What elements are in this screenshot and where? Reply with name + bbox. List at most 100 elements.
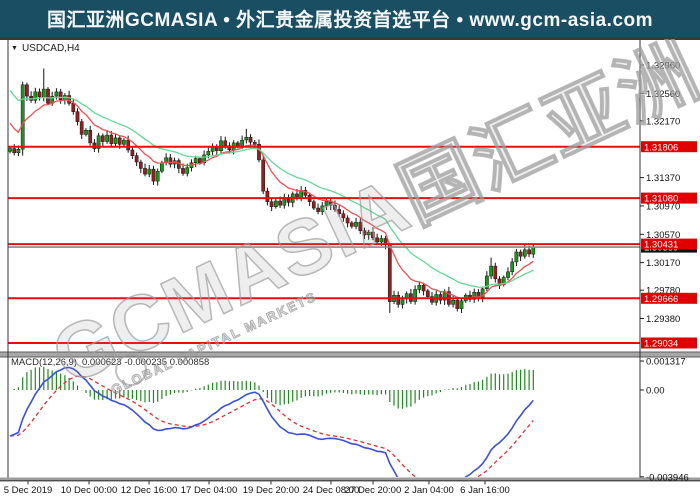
candle-body — [96, 135, 101, 149]
candle-body — [134, 155, 139, 163]
macd-signal-line — [9, 375, 534, 477]
candle-body — [257, 144, 261, 161]
price-axis-label: 1.29380 — [646, 314, 680, 325]
level-price-label: 1.29034 — [644, 339, 678, 350]
price-axis-label: 1.30970 — [646, 201, 680, 212]
candle-body — [79, 121, 84, 135]
level-price-label-bg — [641, 141, 697, 153]
price-axis-label: 1.30170 — [646, 258, 680, 269]
pane-separator[interactable] — [0, 352, 700, 357]
candle-body — [20, 84, 25, 150]
candle-body — [138, 161, 143, 169]
candle-body — [316, 207, 320, 212]
candle-body — [366, 231, 371, 236]
symbol-label: USDCAD,H4 — [21, 43, 80, 54]
candle-body — [67, 95, 71, 104]
candle-body — [84, 129, 88, 135]
candle-body — [143, 168, 147, 175]
time-axis-label: 2 Jan 04:00 — [404, 485, 454, 496]
time-axis-label: 12 Dec 16:00 — [121, 485, 178, 496]
candle-body — [455, 299, 460, 309]
candle-body — [506, 271, 510, 278]
candle-body — [421, 285, 426, 292]
level-price-label: 1.30431 — [644, 240, 678, 251]
candle-body — [240, 139, 244, 147]
time-axis-label: 19 Dec 20:00 — [243, 485, 300, 496]
macd-pane[interactable] — [9, 366, 534, 490]
candle-body — [324, 200, 329, 207]
moving-average-fast — [9, 99, 534, 299]
candle-body — [358, 221, 363, 231]
candle-body — [261, 159, 266, 192]
candle-body — [113, 137, 118, 144]
candle-body — [117, 137, 122, 145]
candle-body — [16, 149, 21, 154]
candle-body — [349, 222, 354, 227]
candle-body — [155, 170, 160, 182]
time-axis-label: 27 Dec 20:00 — [345, 485, 402, 496]
candle-body — [518, 251, 523, 257]
candle-body — [25, 84, 29, 97]
candle-body — [248, 136, 253, 143]
candle-body — [88, 129, 93, 144]
candle-body — [168, 157, 173, 165]
candle-body — [46, 88, 50, 104]
candle-body — [274, 200, 278, 207]
candle-body — [514, 251, 519, 263]
macd-axis-label: 0.00 — [646, 386, 665, 397]
chart-background — [0, 38, 700, 500]
time-axis-label: 5 Dec 2019 — [4, 485, 53, 496]
chevron-down-icon: ▼ — [11, 45, 18, 52]
candle-body — [425, 290, 430, 297]
price-axis-label: 1.32560 — [646, 89, 680, 100]
candle-body — [252, 141, 257, 145]
candle-body — [531, 246, 536, 255]
candle-body — [413, 289, 417, 302]
candle-body — [41, 88, 46, 98]
level-price-label: 1.29666 — [644, 294, 678, 305]
candle-body — [223, 140, 228, 147]
candle-body — [341, 213, 346, 219]
candle-body — [371, 231, 375, 239]
candle-body — [71, 102, 76, 112]
candle-body — [8, 148, 12, 152]
candle-body — [126, 139, 131, 151]
candle-body — [451, 299, 455, 305]
candle-body — [181, 168, 185, 174]
candle-body — [354, 221, 358, 227]
candle-body — [510, 261, 515, 273]
candle-body — [362, 230, 367, 236]
candle-body — [387, 244, 392, 302]
time-axis-label: 10 Dec 00:00 — [61, 485, 118, 496]
candle-body — [193, 158, 198, 163]
candle-body — [147, 168, 152, 175]
candle-body — [320, 205, 325, 212]
price-axis-label: 1.29780 — [646, 286, 680, 297]
candle-body — [176, 160, 181, 169]
level-price-label-bg — [641, 238, 697, 250]
candle-body — [278, 200, 282, 206]
candle-body — [185, 167, 190, 174]
candle-body — [151, 168, 156, 182]
moving-average-slow — [9, 90, 534, 288]
candle-body — [58, 91, 63, 100]
price-axis-label: 1.32170 — [646, 116, 680, 127]
candle-body — [400, 298, 405, 305]
candle-body — [269, 201, 274, 207]
candle-body — [100, 135, 105, 142]
candle-body — [472, 292, 477, 300]
candle-body — [345, 217, 350, 224]
candle-body — [122, 139, 126, 145]
symbol-selector[interactable]: ▼ USDCAD,H4 — [11, 43, 80, 54]
candle-body — [130, 149, 135, 156]
candle-body — [527, 249, 531, 255]
macd-axis-label: 0.001317 — [646, 357, 686, 368]
price-axis-label: 1.30570 — [646, 230, 680, 241]
candle-body — [522, 249, 527, 257]
candle-body — [379, 238, 384, 243]
candle-body — [54, 91, 59, 97]
candle-body — [430, 296, 434, 303]
candle-body — [333, 204, 337, 210]
